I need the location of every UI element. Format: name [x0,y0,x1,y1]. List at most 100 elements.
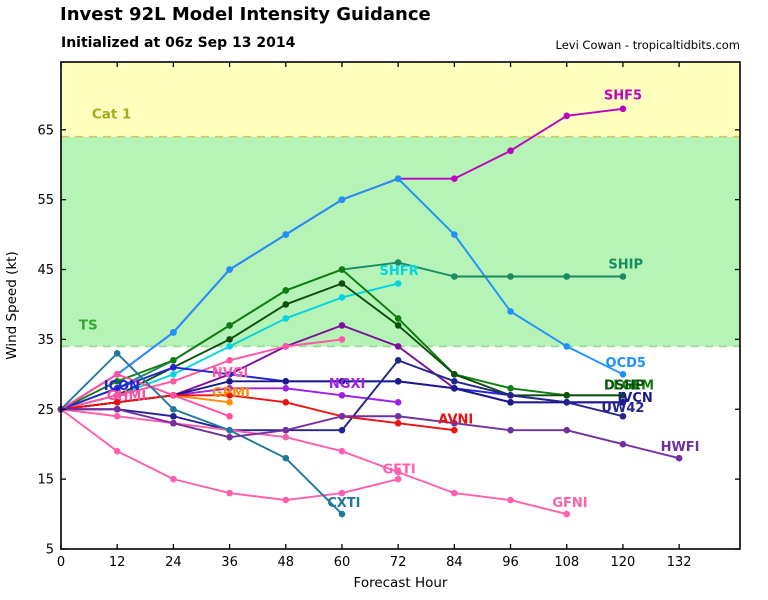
series-GFTI-point [226,489,233,497]
series-GFNI-point [451,489,458,497]
series-OCD5-point [170,329,177,336]
series-GFNI-point [282,433,290,441]
series-GFTI-point [394,475,402,483]
y-tick-label: 65 [37,123,54,138]
series-unlabeled-violet-point [338,322,346,329]
series-GFNI-point [563,510,571,518]
series-GFNI-point [507,496,514,504]
series-IVCN-point [507,398,514,406]
series-AVNI-line [60,394,455,432]
series-GHMI-point [226,412,233,420]
series-NGXI-point [394,398,402,406]
series-GFNI-line [60,408,567,515]
series-ICON-label: ICON [104,379,140,394]
series-UW42-point [338,426,346,434]
series-AVNI-point [282,398,290,406]
x-tick-label: 36 [221,555,238,570]
series-NGXI-point [338,391,346,399]
series-HWFI-point [338,412,346,420]
series-OCD5-label: OCD5 [606,356,646,371]
series-GFNI-point [394,468,402,476]
series-UW42-point [394,357,402,364]
series-GFTI-point [282,496,290,504]
series-GHMI-point [113,371,121,378]
series-HWFI-line [61,408,680,460]
series-IVCN-label: IVCN [617,391,652,406]
x-tick-label: 120 [611,555,636,570]
x-tick-label: 108 [554,555,579,570]
series-SHIP-label: SHIP [608,258,643,273]
series-GHMI-point [170,391,177,399]
series-CXTI-line [60,352,343,515]
chart-title: Invest 92L Model Intensity Guidance [60,4,431,25]
x-tick-label: 132 [667,555,692,570]
series-HWFI-point [282,426,290,434]
series-NVGI-label: NVGI [212,366,248,381]
series-IVCN-point [619,398,627,406]
y-tick-label: 5 [46,543,54,558]
series-IVCN-point [338,378,346,385]
series-SHFR-point [394,280,402,287]
series-IVCN-point [226,378,233,385]
series-SHIP-point [619,273,627,280]
series-GPMI-label: GPMI [212,386,250,401]
series-UW42-point [619,412,627,420]
series-LGEM-point [170,357,177,364]
series-HWFI-point [394,412,402,420]
series-DSHP-point [451,371,458,378]
series-CXTI-point [226,426,233,434]
x-tick-label: 24 [165,555,182,570]
y-tick-label: 35 [37,333,54,348]
series-HWFI-point [226,433,233,441]
series-CXTI-point [113,350,121,357]
series-HWFI-point [451,419,458,427]
series-SHF5-point [619,105,627,113]
series-GFTI-point [170,475,177,483]
series-LGEM-point [282,287,290,294]
y-tick-label: 45 [37,263,54,278]
plot-frame [60,61,741,550]
series-LGEM-point [226,322,233,329]
series-LGEM-point [113,378,121,385]
tropical-storm-band [61,136,740,347]
series-SHF5-point [451,175,458,182]
x-tick-label: 84 [446,555,463,570]
series-AVNI-point [451,426,458,434]
series-GFTI-label: GFTI [382,462,415,477]
series-GHMI-label: GHMI [107,389,146,404]
y-axis-label: Wind Speed (kt) [4,251,20,359]
series-ICON-point [170,364,177,371]
x-tick-label: 72 [390,555,407,570]
series-OCD5-point [338,196,346,203]
x-tick-label: 48 [277,555,294,570]
series-SHF5-point [563,112,571,120]
series-OCD5-point [619,371,627,378]
series-IVCN-point [451,384,458,392]
series-OCD5-point [282,231,290,238]
series-LGEM-label: LGEM [613,379,654,394]
series-UW42-label: UW42 [601,401,644,416]
x-axis-label: Forecast Hour [354,575,448,591]
series-UW42-point [507,391,514,399]
series-LGEM-point [507,384,514,392]
series-SHIP-point [507,273,514,280]
series-AVNI-point [394,419,402,427]
series-AVNI-point [113,398,121,406]
x-tick-label: 60 [334,555,351,570]
series-NVGI-point [282,343,290,350]
series-GHMI-line [60,373,230,418]
series-CXTI-point [282,454,290,462]
series-DSHP-point [563,391,571,399]
x-tick-label: 0 [57,555,65,570]
series-SHIP-point [451,273,458,280]
series-LGEM-point [338,266,346,273]
series-OCD5-point [394,175,402,182]
series-OCD5-point [507,308,514,315]
series-HWFI-point [675,454,683,462]
series-CXTI-point [170,405,177,413]
series-SHFR-label: SHFR [380,264,419,279]
x-tick-label: 12 [109,555,126,570]
series-HWFI-point [113,405,121,413]
